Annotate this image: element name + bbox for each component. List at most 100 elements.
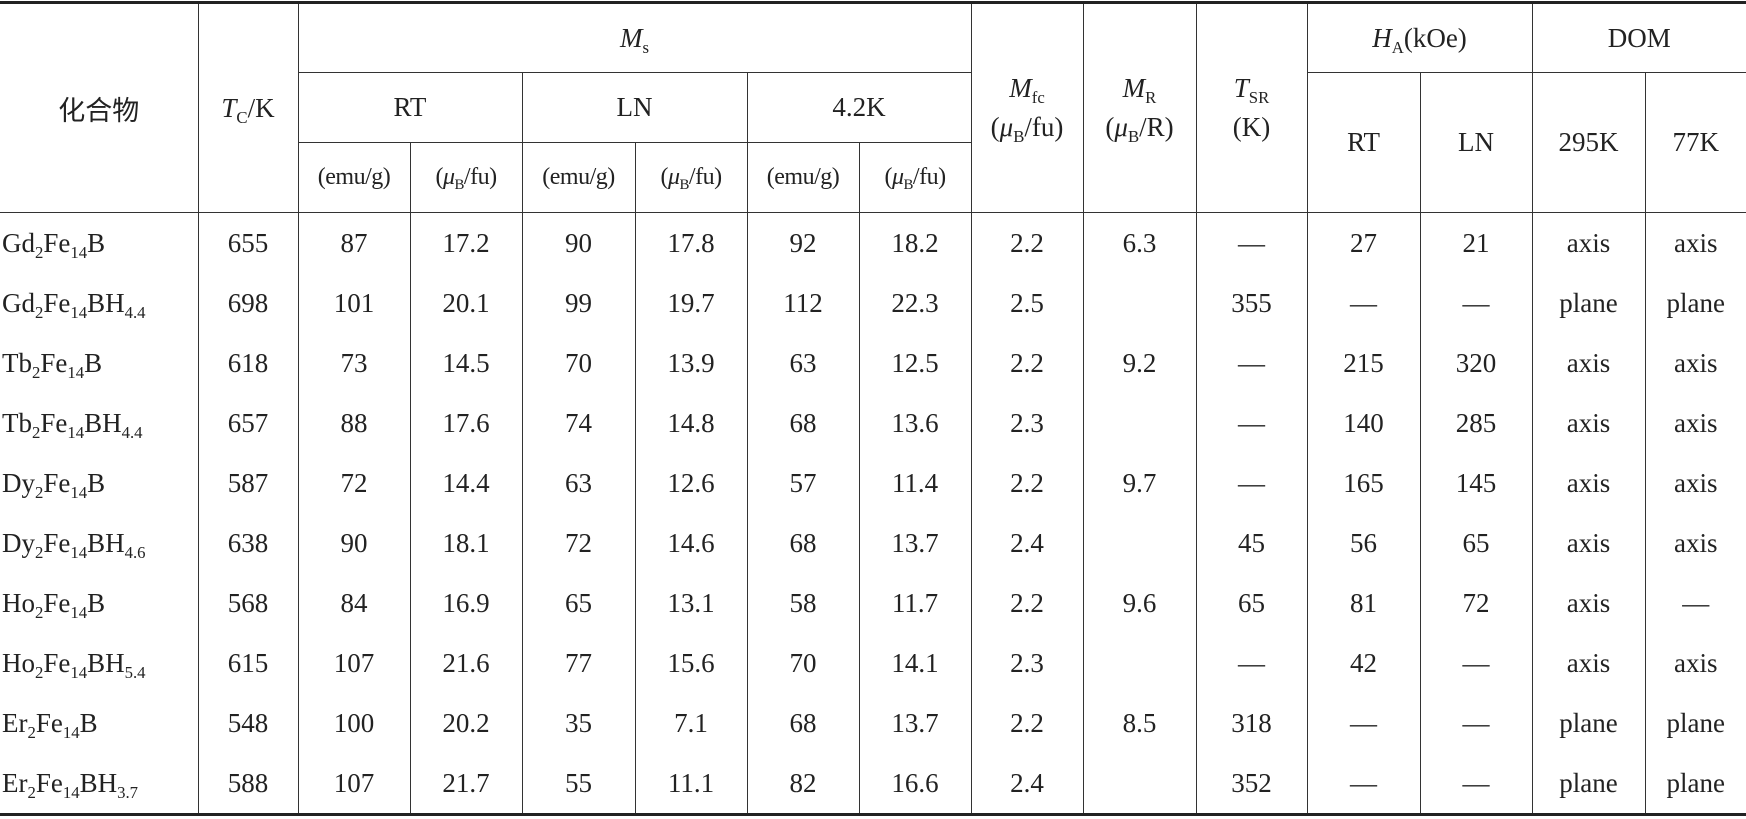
text: 63 (565, 467, 592, 498)
text: 20.1 (442, 287, 490, 318)
text: 58 (789, 587, 817, 618)
text: 8.5 (1122, 707, 1157, 738)
text: — (1462, 707, 1490, 738)
value-cell: 14.8 (634, 393, 748, 453)
subscript: 2 (32, 362, 41, 382)
value-cell: 56 (1306, 513, 1421, 573)
value-cell: 352 (1195, 753, 1308, 815)
text: axis (1674, 227, 1718, 258)
table-body: Gd2Fe14B 655 87 17.2 90 17.8 92 18.2 2.2 6.3—27 21… (0, 212, 1746, 815)
symbol: μ (667, 164, 680, 190)
value-cell: 13.7 (858, 693, 972, 753)
value-cell: 2.5 (970, 273, 1084, 333)
text: 13.7 (891, 527, 939, 558)
symbol: Dy (2, 527, 35, 558)
value-cell: axis (1644, 513, 1746, 573)
value-cell: 99 (521, 273, 636, 333)
header-cell: TSR (K) (1195, 2, 1308, 213)
text: 657 (227, 407, 269, 438)
subscript: 2 (35, 662, 44, 682)
symbol: Er (2, 767, 28, 798)
text: 588 (227, 767, 269, 798)
subscript: SR (1248, 87, 1270, 107)
text: 化合物 (58, 95, 140, 126)
value-cell: 18.1 (409, 513, 523, 573)
compound-cell: Tb2Fe14BH4.4 (0, 393, 199, 453)
text: LN (1458, 127, 1495, 157)
value-cell: 63 (521, 453, 636, 513)
text: 17.8 (667, 227, 715, 258)
text: 99 (565, 287, 592, 318)
value-cell: 68 (746, 693, 860, 753)
value-cell: 22.3 (858, 273, 972, 333)
value-cell: 2.3 (970, 633, 1084, 693)
symbol: M (1009, 72, 1032, 103)
symbol: H (1372, 22, 1392, 53)
text: 68 (789, 407, 817, 438)
header-row: 化合物 TC/K Ms Mfc (μB/fu) MR (μB/R) TSR (K) H… (0, 2, 1746, 213)
text: — (1350, 707, 1378, 738)
text: 70 (565, 347, 592, 378)
subscript: B (1013, 126, 1025, 146)
text: 77K (1672, 127, 1720, 157)
text: 42 (1350, 647, 1378, 678)
value-cell: 100 (297, 693, 411, 753)
value-cell: 145 (1419, 453, 1533, 513)
value-cell: 13.7 (858, 513, 972, 573)
text: 215 (1343, 347, 1384, 378)
subscript: 2 (35, 482, 44, 502)
text: 698 (227, 287, 269, 318)
text: plane (1559, 287, 1618, 318)
value-cell: 42 (1306, 633, 1421, 693)
text: 56 (1350, 527, 1378, 558)
symbol: Tb (2, 407, 32, 438)
text: 82 (789, 767, 817, 798)
symbol: μ (891, 164, 904, 190)
text: 2.2 (1010, 467, 1044, 498)
text: 618 (227, 347, 269, 378)
subscript: 14 (70, 482, 88, 502)
text: 12.6 (667, 467, 715, 498)
text: 21 (1462, 227, 1490, 258)
value-cell: 72 (521, 513, 636, 573)
table-row: Gd2Fe14BH4.4 698 101 20.1 99 19.7 112 22.3 2.5 35… (0, 273, 1746, 333)
header-line: TSR (1197, 69, 1306, 108)
value-cell: axis (1531, 212, 1646, 273)
value-cell: 21.6 (409, 633, 523, 693)
text: B (87, 227, 106, 258)
text: 18.1 (442, 527, 490, 558)
value-cell: 35 (521, 693, 636, 753)
value-cell: 9.7 (1082, 453, 1197, 513)
text: (emu/g) (766, 164, 840, 190)
text: 548 (227, 707, 269, 738)
symbol: μ (442, 164, 455, 190)
text: 45 (1238, 527, 1266, 558)
value-cell: 14.5 (409, 333, 523, 393)
value-cell: 11.7 (858, 573, 972, 633)
subscript: 2 (27, 782, 36, 802)
value-cell: 101 (297, 273, 411, 333)
value-cell: — (1419, 633, 1533, 693)
text: 72 (1462, 587, 1490, 618)
text: 65 (1238, 587, 1266, 618)
symbol: Fe (43, 287, 71, 318)
subscript: 14 (62, 722, 80, 742)
text: 352 (1231, 767, 1272, 798)
header-line: (K) (1197, 108, 1306, 147)
subscript: 2 (35, 302, 44, 322)
text: 16.9 (442, 587, 490, 618)
header-cell: (μB/fu) (858, 142, 972, 213)
text: — (1350, 287, 1378, 318)
value-cell: — (1306, 693, 1421, 753)
header-line: (μB/R) (1084, 108, 1195, 147)
text: plane (1559, 767, 1618, 798)
value-cell: 2.4 (970, 513, 1084, 573)
header-cell: 295K (1531, 72, 1646, 213)
header-cell: LN (521, 72, 748, 143)
text: — (1462, 767, 1490, 798)
text: B (79, 707, 98, 738)
value-cell: axis (1531, 633, 1646, 693)
symbol: Fe (35, 707, 63, 738)
header-cell: HA(kOe) (1306, 2, 1533, 73)
text: 107 (333, 647, 375, 678)
